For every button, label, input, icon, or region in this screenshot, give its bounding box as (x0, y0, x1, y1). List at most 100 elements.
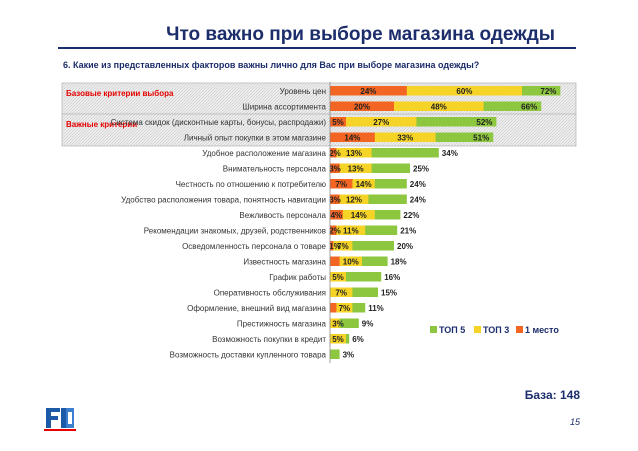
legend-swatch (516, 326, 523, 333)
legend-label: 1 место (525, 325, 559, 335)
value-label-top5: 6% (352, 335, 364, 344)
category-label: Удобное расположение магазина (202, 149, 326, 158)
bar-top3 (330, 318, 340, 328)
bar-first-place (330, 241, 334, 251)
bar-first-place (330, 225, 337, 235)
bar-top5 (330, 318, 359, 328)
value-label-top5: 24% (410, 180, 426, 189)
company-logo-icon (44, 405, 76, 431)
bar-top5 (330, 349, 340, 359)
bar-top3 (330, 241, 353, 251)
value-label-top5: 51% (473, 134, 489, 143)
category-label: Возможность покупки в кредит (212, 335, 326, 344)
value-label-top3: 7% (339, 304, 351, 313)
category-label: Осведомленность персонала о товаре (182, 242, 326, 251)
bar-top3 (330, 101, 484, 111)
question-text: 6. Какие из представленных факторов важн… (63, 60, 480, 70)
bar-first-place (330, 194, 340, 204)
page-number: 15 (569, 417, 580, 427)
value-label-top5: 22% (403, 211, 419, 220)
value-label-top3: 27% (373, 118, 389, 127)
value-label-top5: 25% (413, 165, 429, 174)
value-label-top3: 33% (397, 134, 413, 143)
value-label-top3: 7% (335, 289, 347, 298)
value-label-top5: 3% (343, 351, 355, 360)
category-label: Рекомендации знакомых, друзей, родственн… (144, 227, 326, 236)
value-label-top3: 12% (346, 196, 362, 205)
bar-top3 (330, 132, 436, 142)
legend-swatch (430, 326, 437, 333)
bar-first-place (330, 148, 337, 158)
value-label-top3: 13% (348, 165, 364, 174)
value-label-first-place: 1% (329, 242, 341, 251)
value-label-first-place: 3% (329, 165, 341, 174)
category-label: Уровень цен (280, 87, 326, 96)
sample-base: База: 148 (524, 388, 580, 402)
value-label-top3: 5% (332, 335, 344, 344)
bar-first-place (330, 163, 340, 173)
value-label-top3: 7% (337, 242, 349, 251)
bar-first-place (330, 86, 407, 96)
value-label-first-place: 20% (354, 103, 370, 112)
value-label-top3: 14% (356, 180, 372, 189)
category-label: Престижность магазина (237, 320, 327, 329)
legend-swatch (474, 326, 481, 333)
value-label-first-place: 5% (332, 118, 344, 127)
value-label-top3: 13% (346, 149, 362, 158)
value-label-top3: 11% (343, 227, 359, 236)
bar-top5 (330, 241, 394, 251)
criteria-group-label: Важные критерии (66, 120, 137, 129)
bar-top3 (330, 272, 346, 282)
bar-top3 (330, 256, 362, 266)
value-label-top5: 11% (368, 304, 384, 313)
value-label-top3: 14% (351, 211, 367, 220)
bar-first-place (330, 101, 394, 111)
value-label-top5: 18% (391, 258, 407, 267)
bar-first-place (330, 210, 343, 220)
slide-title: Что важно при выборе магазина одежды (166, 24, 555, 45)
category-label: Удобство расположения товара, понятность… (121, 196, 326, 205)
bar-top3 (330, 303, 353, 313)
value-label-top5: 20% (397, 242, 413, 251)
bar-first-place (330, 256, 340, 266)
category-label: График работы (269, 273, 326, 282)
value-label-first-place: 14% (344, 134, 360, 143)
bar-top3 (330, 210, 375, 220)
value-label-first-place: 2% (329, 227, 341, 236)
category-label: Честность по отношению к потребителю (176, 180, 326, 189)
value-label-first-place: 2% (329, 149, 341, 158)
value-label-first-place: 24% (360, 87, 376, 96)
value-label-first-place: 3% (329, 196, 341, 205)
category-label: Известность магазина (243, 258, 326, 267)
bar-top3 (330, 163, 372, 173)
value-label-top5: 16% (384, 273, 400, 282)
value-label-top5: 72% (540, 87, 556, 96)
bar-top3 (330, 117, 417, 127)
legend-label: ТОП 3 (483, 325, 509, 335)
value-label-top3: 5% (332, 273, 344, 282)
bar-first-place (330, 179, 353, 189)
category-label: Оперативность обслуживания (214, 289, 326, 298)
legend-label: ТОП 5 (439, 325, 465, 335)
category-label: Возможность доставки купленного товара (170, 351, 327, 360)
category-label: Ширина ассортимента (242, 103, 326, 112)
value-label-top5: 15% (381, 289, 397, 298)
value-label-top3: 48% (431, 103, 447, 112)
value-label-top5: 21% (400, 227, 416, 236)
bar-first-place (330, 303, 337, 313)
value-label-top3: 3% (332, 320, 344, 329)
category-label: Система скидок (дисконтные карты, бонусы… (111, 118, 327, 127)
title-divider (58, 47, 576, 49)
bar-top3 (330, 194, 369, 204)
category-label: Внимательность персонала (223, 165, 327, 174)
criteria-group-label: Базовые критерии выбора (66, 89, 174, 98)
value-label-top5: 66% (521, 103, 537, 112)
bar-top3 (330, 148, 372, 158)
bar-top5 (330, 272, 382, 282)
bar-top3 (330, 287, 353, 297)
bar-top3 (330, 225, 366, 235)
value-label-top5: 52% (476, 118, 492, 127)
bar-top5 (330, 148, 439, 158)
category-label: Вежливость персонала (239, 211, 326, 220)
